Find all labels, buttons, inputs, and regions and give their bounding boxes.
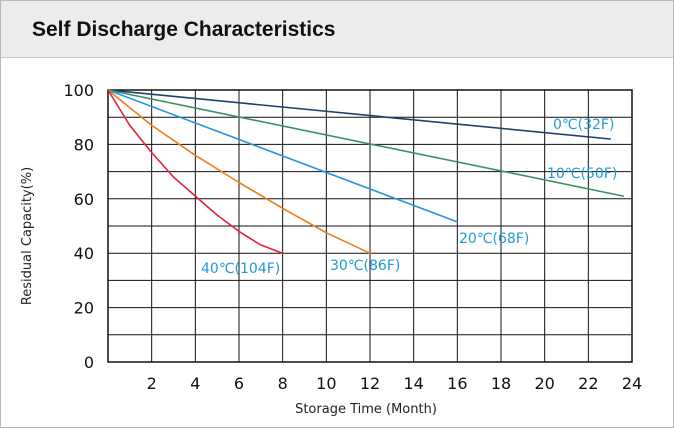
x-tick-label: 24 [622, 374, 642, 393]
y-tick-label: 80 [74, 135, 94, 154]
series-label: 20℃(68F) [459, 231, 529, 247]
x-tick-label: 10 [316, 374, 336, 393]
x-tick-label: 8 [278, 374, 288, 393]
y-tick-label: 20 [74, 299, 94, 318]
x-tick-label: 20 [534, 374, 554, 393]
y-axis-label: Residual Capacity(%) [20, 167, 35, 305]
x-tick-label: 16 [447, 374, 467, 393]
series-line [108, 90, 610, 139]
x-tick-label: 18 [491, 374, 511, 393]
y-tick-label: 100 [63, 81, 94, 100]
x-tick-label: 6 [234, 374, 244, 393]
y-tick-labels: 0 20 40 60 80 100 [63, 81, 94, 372]
x-axis-label: Storage Time (Month) [295, 402, 437, 417]
series-label: 0℃(32F) [553, 117, 614, 133]
x-tick-label: 22 [578, 374, 598, 393]
x-tick-label: 14 [403, 374, 423, 393]
x-tick-label: 4 [190, 374, 200, 393]
x-tick-label: 12 [360, 374, 380, 393]
series-line [108, 90, 623, 196]
x-tick-labels: 2 4 6 8 10 12 14 16 18 20 22 24 [147, 374, 643, 393]
series-label: 30℃(86F) [330, 258, 400, 274]
y-tick-label: 40 [74, 244, 94, 263]
series-label: 40℃(104F) [201, 261, 280, 277]
series-label: 10℃(50F) [547, 166, 617, 182]
y-tick-label: 0 [84, 353, 94, 372]
y-tick-label: 60 [74, 190, 94, 209]
x-tick-label: 2 [147, 374, 157, 393]
